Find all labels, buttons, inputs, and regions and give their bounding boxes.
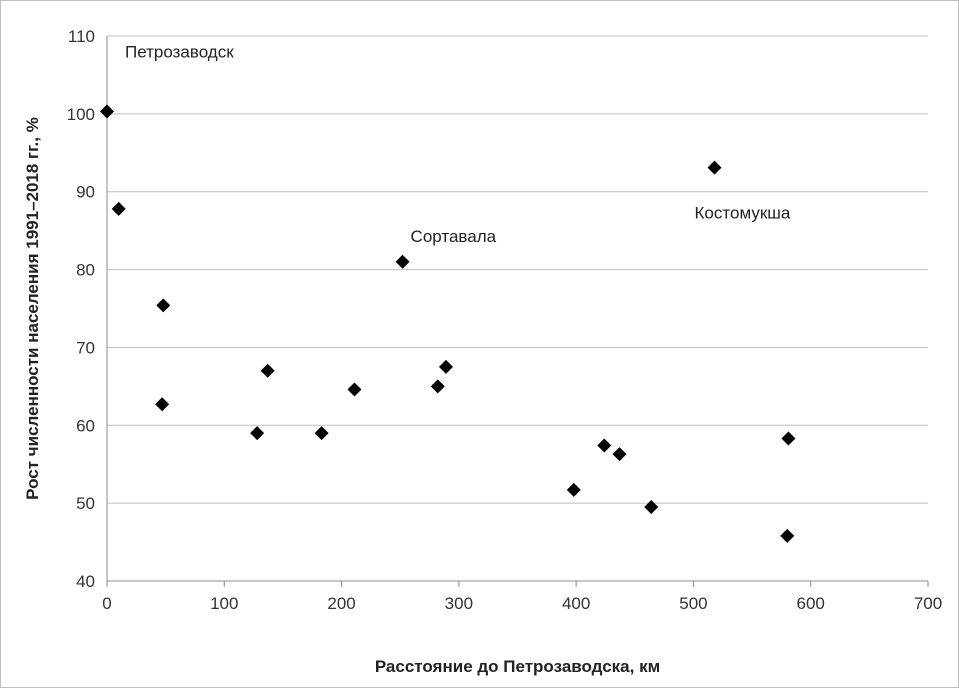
data-point [156,298,171,313]
data-point [155,397,170,412]
data-point [111,201,126,216]
data-point [780,528,795,543]
y-tick-label: 100 [67,105,95,124]
annotation-label: Сортавала [411,227,497,246]
x-tick-label: 0 [102,594,111,613]
data-point [100,104,114,119]
data-point [597,438,612,453]
y-axis-title: Рост численности населения 1991–2018 гг.… [23,117,42,500]
data-point [438,359,453,374]
annotations: Петрозаводск Сортавала Костомукша [125,43,791,246]
data-point [781,431,796,446]
annotation-label: Петрозаводск [125,43,234,62]
x-tick-label: 500 [679,594,707,613]
x-tick-label: 700 [914,594,942,613]
x-tick-label: 200 [327,594,355,613]
data-point [612,447,627,462]
data-point [644,500,659,515]
gridlines [107,35,928,504]
x-tick-label: 400 [562,594,590,613]
data-point [566,482,581,497]
x-tick-label: 100 [210,594,238,613]
y-tick-label: 80 [76,261,95,280]
data-points [100,104,796,543]
data-point [314,426,329,441]
axes [106,36,929,587]
data-point [430,379,445,394]
y-tick-label: 50 [76,494,95,513]
y-tick-label: 60 [76,416,95,435]
x-tick-label: 300 [445,594,473,613]
x-tick-label: 600 [797,594,825,613]
y-tick-label: 90 [76,183,95,202]
data-point [250,426,265,441]
data-point [347,382,362,397]
x-tick-labels: 0 100 200 300 400 500 600 700 [102,594,942,613]
y-tick-label: 40 [76,572,95,591]
y-tick-label: 110 [68,27,95,46]
data-point [395,254,410,269]
annotation-label: Костомукша [695,204,791,223]
data-point [260,363,275,378]
y-tick-label: 70 [76,338,95,357]
data-point [707,160,722,175]
y-tick-labels: 40 50 60 70 80 90 100 110 [67,27,95,591]
x-axis-title: Расстояние до Петрозаводска, км [375,657,660,676]
